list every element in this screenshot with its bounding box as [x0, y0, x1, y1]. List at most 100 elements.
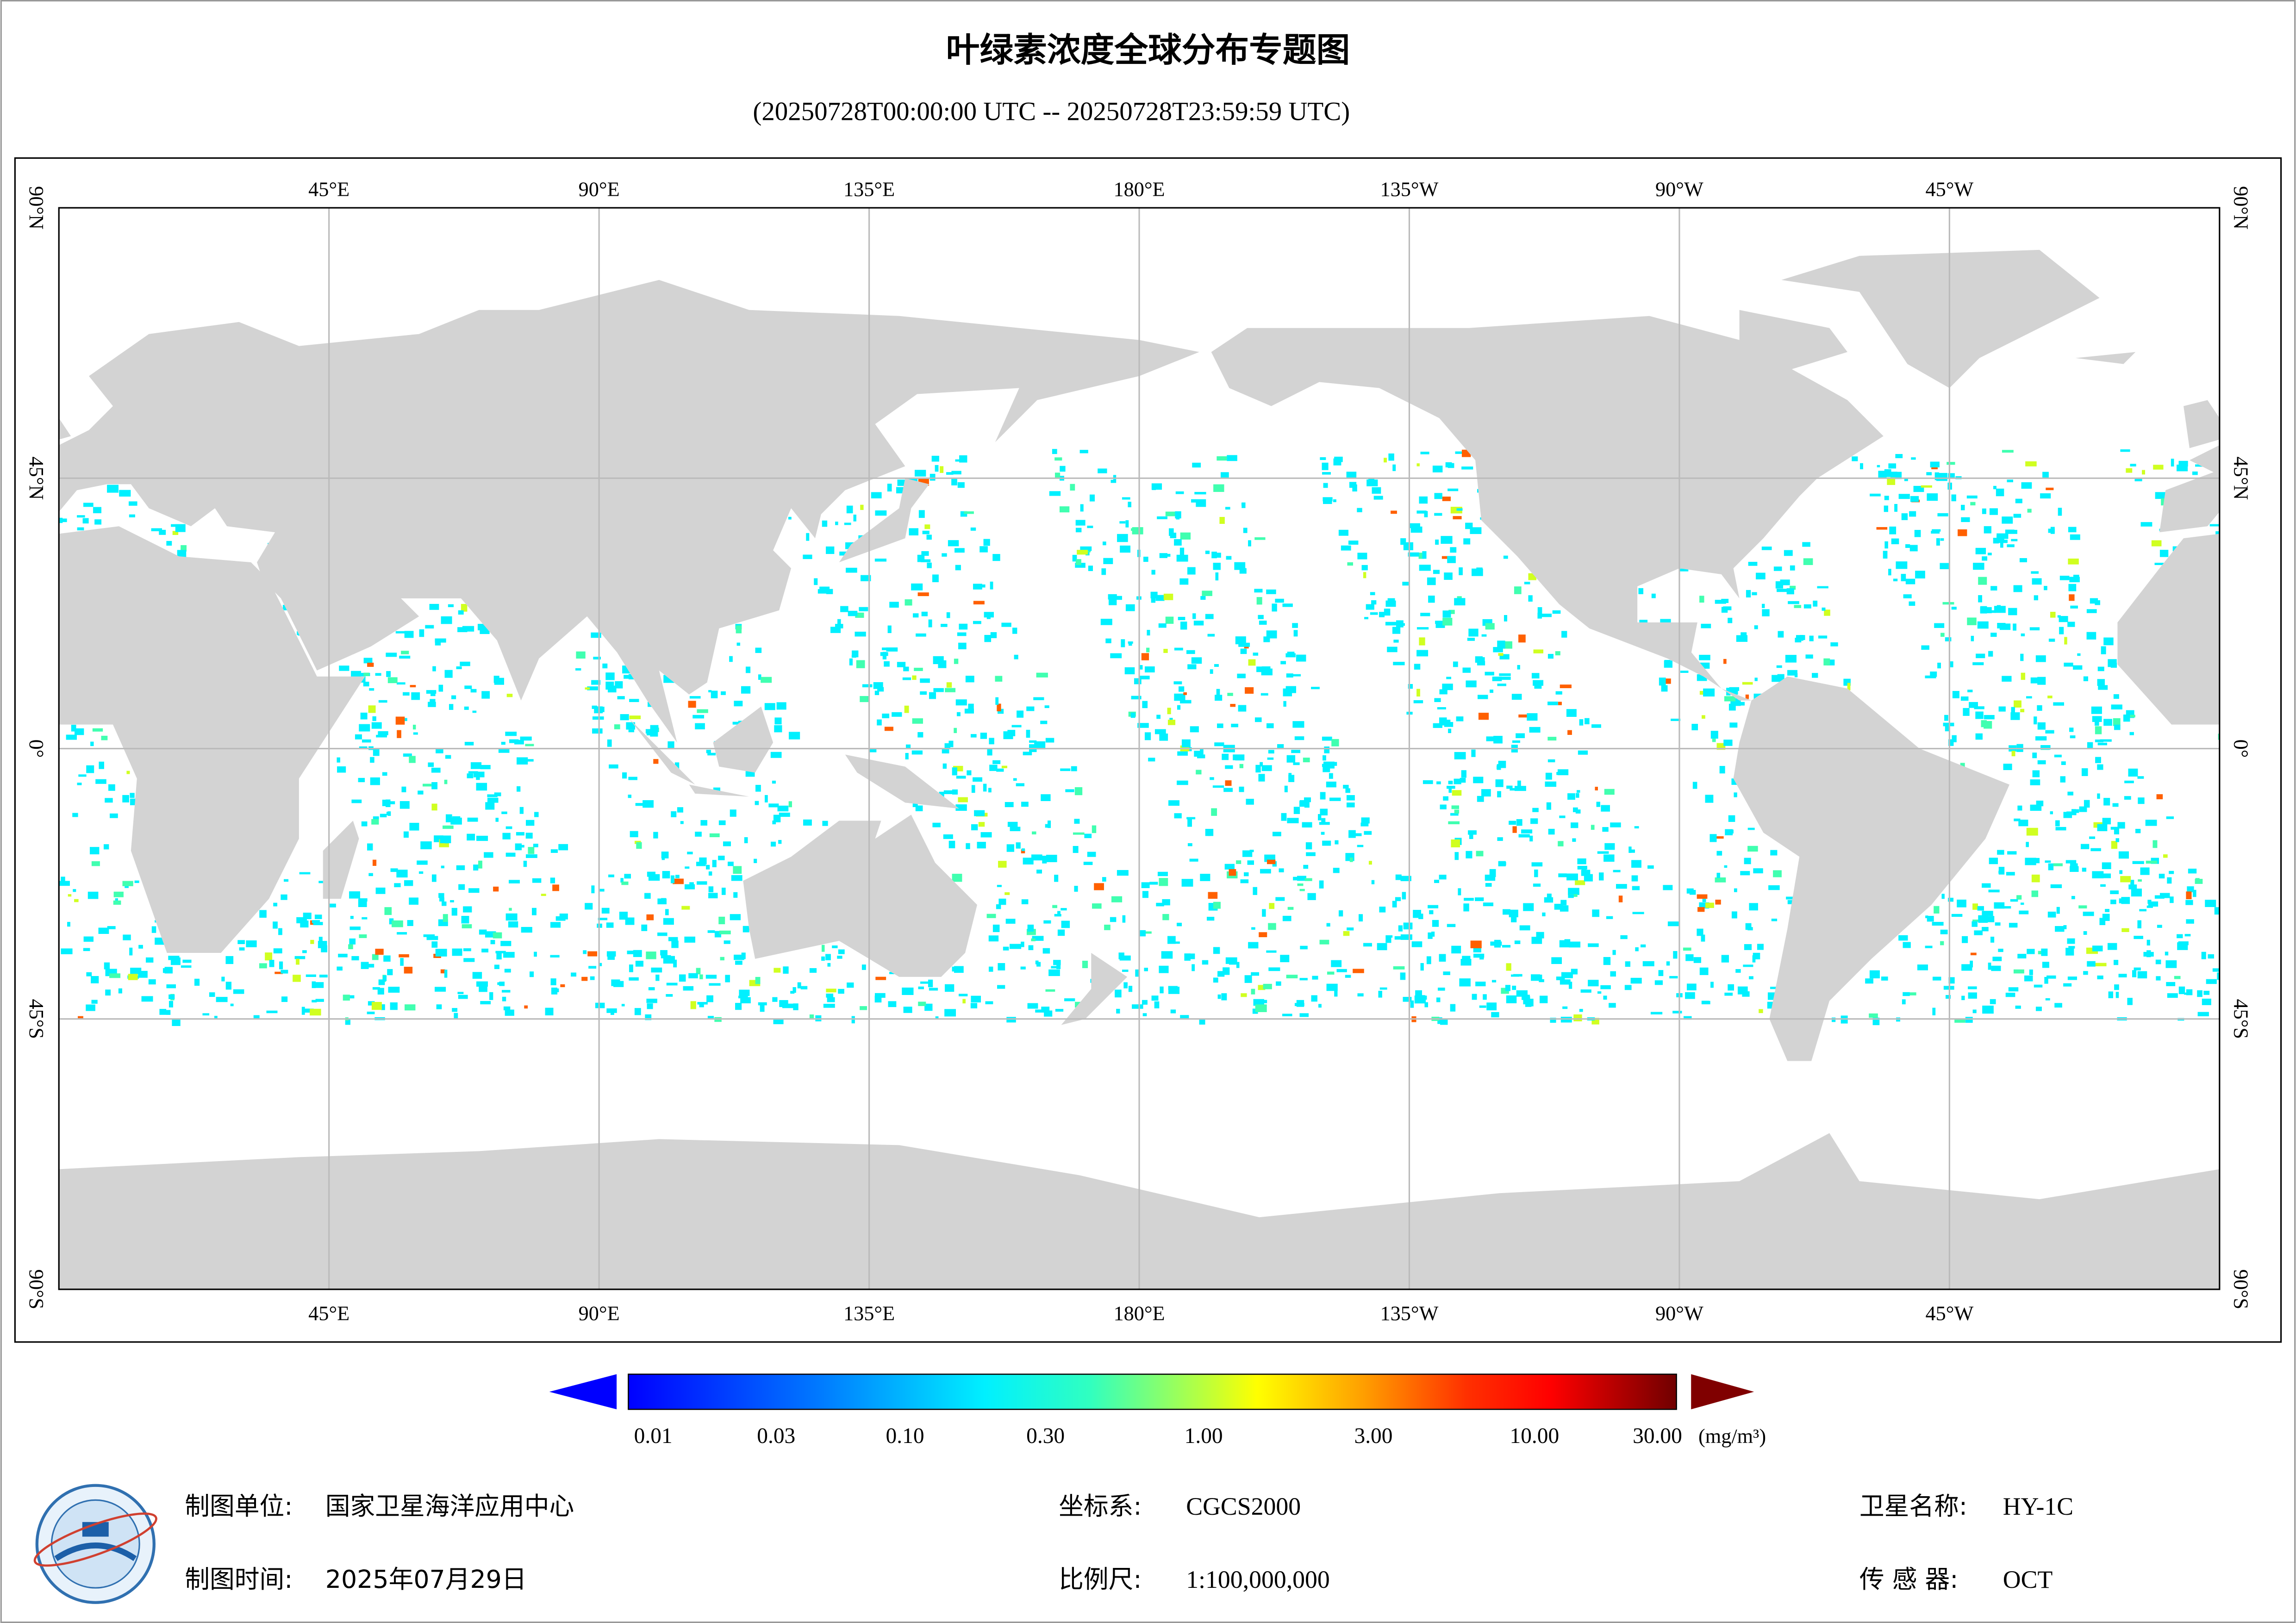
chlorophyll-patch — [1055, 1009, 1064, 1012]
chlorophyll-patch — [1533, 883, 1541, 887]
chlorophyll-patch — [871, 492, 882, 498]
chlorophyll-patch — [1245, 687, 1254, 694]
chlorophyll-patch — [711, 690, 718, 698]
chlorophyll-patch — [134, 880, 139, 883]
chlorophyll-patch — [2058, 508, 2062, 516]
chlorophyll-patch — [418, 790, 424, 795]
chlorophyll-patch — [826, 989, 836, 993]
chlorophyll-patch — [2112, 803, 2119, 807]
chlorophyll-patch — [2083, 931, 2087, 935]
chlorophyll-patch — [1988, 553, 1992, 555]
chlorophyll-patch — [952, 874, 962, 882]
chlorophyll-patch — [2034, 716, 2037, 725]
lon-label-top: 135°E — [843, 178, 895, 201]
chlorophyll-patch — [359, 934, 367, 938]
chlorophyll-patch — [984, 612, 994, 618]
chlorophyll-patch — [848, 610, 858, 616]
chlorophyll-patch — [2137, 776, 2144, 779]
chlorophyll-patch — [1558, 873, 1567, 877]
chlorophyll-patch — [390, 1002, 398, 1010]
chlorophyll-patch — [1293, 807, 1300, 814]
chlorophyll-patch — [1154, 729, 1166, 734]
chlorophyll-patch — [392, 920, 403, 927]
chlorophyll-patch — [1531, 937, 1542, 944]
chlorophyll-patch — [882, 713, 890, 718]
chlorophyll-patch — [409, 822, 419, 831]
chlorophyll-patch — [1529, 835, 1533, 842]
chlorophyll-patch — [2188, 868, 2197, 874]
chlorophyll-patch — [1569, 982, 1572, 989]
chlorophyll-patch — [361, 821, 368, 827]
chlorophyll-patch — [980, 832, 992, 838]
chlorophyll-patch — [1603, 957, 1611, 965]
chlorophyll-patch — [265, 952, 273, 961]
chlorophyll-patch — [1393, 966, 1405, 970]
chlorophyll-patch — [628, 674, 634, 680]
chlorophyll-patch — [1536, 932, 1544, 939]
chlorophyll-patch — [1434, 513, 1442, 516]
chlorophyll-patch — [601, 908, 610, 914]
chlorophyll-patch — [719, 930, 731, 934]
chlorophyll-patch — [1693, 957, 1701, 963]
chlorophyll-patch — [1322, 462, 1329, 470]
chlorophyll-patch — [101, 735, 108, 740]
chlorophyll-patch — [745, 771, 755, 777]
chlorophyll-patch — [1420, 963, 1424, 971]
lat-label-left: 90°S — [25, 1269, 48, 1310]
chlorophyll-patch — [209, 992, 215, 997]
chlorophyll-patch — [1300, 945, 1308, 950]
chlorophyll-patch — [770, 752, 782, 758]
chlorophyll-patch — [917, 592, 929, 597]
chlorophyll-patch — [1074, 886, 1078, 892]
chlorophyll-patch — [650, 725, 659, 732]
chlorophyll-patch — [2081, 768, 2088, 776]
chlorophyll-patch — [494, 678, 504, 685]
chlorophyll-patch — [1240, 648, 1247, 654]
chlorophyll-patch — [788, 801, 792, 808]
chlorophyll-patch — [1998, 948, 2003, 952]
chlorophyll-patch — [279, 961, 283, 970]
chlorophyll-patch — [1462, 667, 1471, 673]
chlorophyll-patch — [1632, 912, 1644, 914]
chlorophyll-patch — [1210, 777, 1214, 780]
chlorophyll-patch — [1249, 850, 1254, 852]
chlorophyll-patch — [944, 1009, 956, 1017]
chlorophyll-patch — [95, 779, 106, 784]
chlorophyll-patch — [1286, 975, 1298, 978]
chlorophyll-patch — [122, 881, 133, 886]
chlorophyll-patch — [1744, 858, 1751, 864]
chlorophyll-patch — [1184, 953, 1191, 961]
satellite-label: 卫星名称: — [1859, 1492, 1967, 1521]
agency-label: 制图单位: — [185, 1492, 293, 1521]
chlorophyll-patch — [1745, 694, 1749, 699]
chlorophyll-patch — [1341, 545, 1351, 551]
chlorophyll-patch — [526, 820, 535, 826]
chlorophyll-patch — [1689, 890, 1696, 895]
chlorophyll-patch — [2187, 886, 2194, 893]
chlorophyll-patch — [897, 479, 906, 486]
chlorophyll-patch — [1205, 614, 1214, 619]
chlorophyll-patch — [677, 807, 683, 813]
chlorophyll-patch — [1666, 961, 1670, 966]
chlorophyll-patch — [984, 634, 992, 642]
chlorophyll-patch — [731, 875, 742, 881]
chlorophyll-patch — [755, 976, 761, 984]
chlorophyll-patch — [1092, 825, 1097, 833]
chlorophyll-patch — [349, 891, 360, 899]
chlorophyll-patch — [958, 797, 968, 802]
chlorophyll-patch — [732, 721, 743, 725]
chlorophyll-patch — [2031, 571, 2039, 574]
chlorophyll-patch — [2125, 715, 2135, 718]
chlorophyll-patch — [1780, 579, 1790, 585]
chlorophyll-patch — [1165, 616, 1174, 624]
chlorophyll-patch — [806, 533, 810, 541]
chlorophyll-patch — [1041, 794, 1051, 801]
chlorophyll-patch — [113, 891, 124, 897]
chlorophyll-patch — [275, 971, 283, 974]
chlorophyll-patch — [493, 886, 499, 892]
chlorophyll-patch — [1434, 921, 1439, 927]
chlorophyll-patch — [1731, 911, 1737, 919]
chlorophyll-patch — [912, 718, 923, 724]
chlorophyll-patch — [998, 861, 1007, 868]
chlorophyll-patch — [1729, 722, 1738, 728]
